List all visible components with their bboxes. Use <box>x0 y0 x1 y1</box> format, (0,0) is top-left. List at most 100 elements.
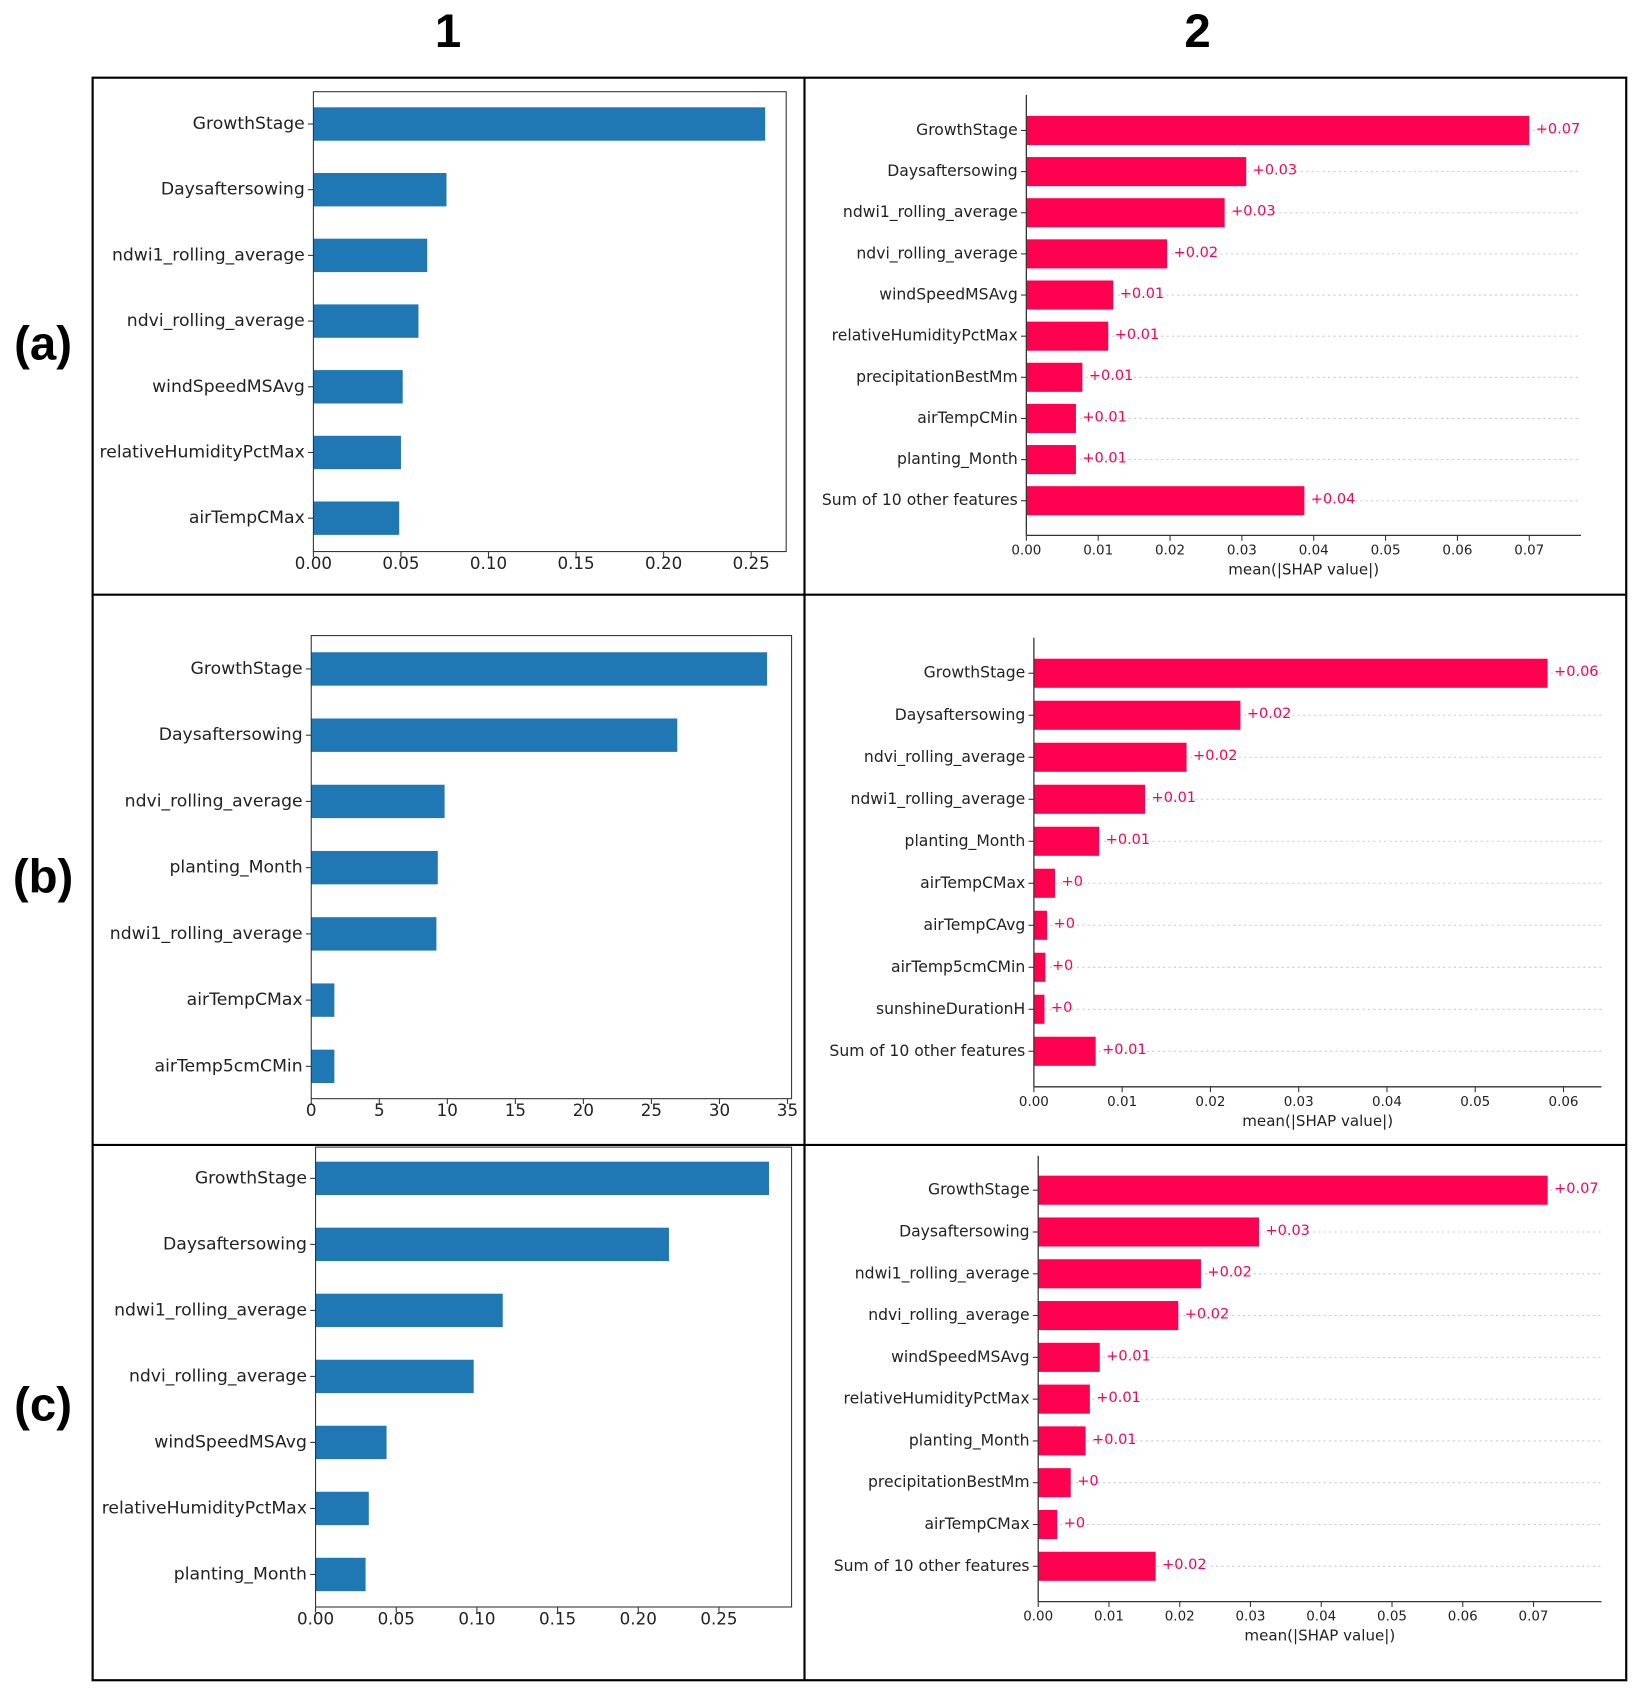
category-label: ndwi1_rolling_average <box>850 790 1025 809</box>
category-label: airTempCMax <box>187 990 303 1010</box>
category-label: windSpeedMSAvg <box>891 1348 1029 1366</box>
x-tick-label: 0.10 <box>470 554 507 573</box>
x-tick-label: 0.25 <box>733 554 770 573</box>
x-tick-label: 0.00 <box>297 1609 334 1628</box>
x-tick-label: 0.02 <box>1165 1610 1195 1625</box>
bar <box>1033 910 1048 940</box>
value-label: +0.01 <box>1096 1390 1140 1406</box>
row-label: (c) <box>14 1378 72 1431</box>
value-label: +0 <box>1062 874 1083 890</box>
category-label: airTempCAvg <box>924 916 1026 934</box>
bar <box>1038 1342 1100 1372</box>
x-tick-label: 0.07 <box>1519 1610 1549 1625</box>
value-label: +0.02 <box>1207 1265 1251 1281</box>
bar <box>1033 994 1045 1024</box>
plot-frame <box>310 635 793 1100</box>
x-tick-label: 0.05 <box>378 1609 415 1628</box>
value-label: +0.01 <box>1092 1432 1136 1448</box>
bar <box>1038 1551 1156 1581</box>
category-label: planting_Month <box>174 1564 307 1584</box>
category-label: ndwi1_rolling_average <box>114 1300 307 1320</box>
value-label: +0.02 <box>1185 1306 1229 1322</box>
x-tick-label: 0.00 <box>1023 1610 1053 1625</box>
x-tick-label: 5 <box>374 1101 385 1120</box>
x-tick-label: 0.05 <box>1377 1610 1407 1625</box>
x-tick-label: 0.04 <box>1372 1095 1402 1110</box>
category-label: GrowthStage <box>191 659 303 679</box>
category-label: planting_Month <box>905 832 1026 851</box>
bar <box>1038 1175 1548 1205</box>
bar <box>1026 321 1109 351</box>
x-tick-label: 0.03 <box>1284 1095 1314 1110</box>
x-tick-label: 0.02 <box>1155 543 1185 558</box>
category-label: relativeHumidityPctMax <box>102 1498 307 1518</box>
x-tick-label: 0.03 <box>1227 543 1257 558</box>
x-tick-label: 0.15 <box>557 554 594 573</box>
bar <box>1038 1259 1201 1289</box>
value-label: +0.01 <box>1106 832 1150 848</box>
value-label: +0 <box>1051 1000 1072 1016</box>
category-label: windSpeedMSAvg <box>879 286 1017 304</box>
bar <box>313 435 401 470</box>
x-tick-label: 0.03 <box>1236 1610 1266 1625</box>
category-label: planting_Month <box>909 1431 1030 1450</box>
bar <box>1033 868 1056 898</box>
bar <box>1033 952 1046 982</box>
category-label: planting_Month <box>169 858 302 878</box>
bar <box>315 1557 366 1592</box>
bar <box>1026 445 1076 475</box>
bar <box>1038 1468 1071 1498</box>
x-tick-label: 0.20 <box>645 554 682 573</box>
value-label: +0.02 <box>1247 706 1291 722</box>
bar <box>1033 658 1548 688</box>
value-label: +0 <box>1077 1474 1098 1490</box>
category-label: Sum of 10 other features <box>829 1042 1025 1060</box>
category-label: airTempCMin <box>917 409 1018 427</box>
column-label: 2 <box>1184 5 1210 58</box>
x-tick-label: 0.06 <box>1549 1095 1579 1110</box>
x-axis-label: mean(|SHAP value|) <box>1244 1627 1395 1645</box>
bar <box>1033 1036 1096 1066</box>
x-tick-label: 0.07 <box>1514 543 1544 558</box>
bar <box>1038 1217 1259 1247</box>
x-tick-label: 0.04 <box>1299 543 1329 558</box>
value-label: +0.02 <box>1193 748 1237 764</box>
category-label: airTempCMax <box>920 874 1025 892</box>
category-label: precipitationBestMm <box>856 368 1018 386</box>
row-label: (b) <box>13 851 74 904</box>
value-label: +0.01 <box>1102 1042 1146 1058</box>
bar <box>1026 239 1168 269</box>
bar <box>315 1425 387 1460</box>
x-tick-label: 15 <box>505 1101 526 1120</box>
bar <box>311 652 768 686</box>
category-label: ndvi_rolling_average <box>864 748 1025 767</box>
x-tick-label: 25 <box>641 1101 662 1120</box>
x-axis-label: mean(|SHAP value|) <box>1242 1112 1393 1130</box>
category-label: GrowthStage <box>924 664 1026 682</box>
bar <box>1026 403 1076 433</box>
value-label: +0.01 <box>1152 790 1196 806</box>
category-label: ndwi1_rolling_average <box>110 924 303 944</box>
x-tick-label: 0.00 <box>295 554 332 573</box>
bar <box>1026 362 1083 392</box>
value-label: +0.07 <box>1554 1181 1598 1197</box>
x-tick-label: 0.05 <box>382 554 419 573</box>
bar <box>315 1359 474 1394</box>
category-label: Sum of 10 other features <box>834 1557 1030 1575</box>
x-tick-label: 0.15 <box>539 1609 576 1628</box>
category-label: windSpeedMSAvg <box>154 1432 307 1452</box>
value-label: +0.02 <box>1174 245 1218 261</box>
bar <box>311 1049 335 1084</box>
category-label: airTempCMax <box>189 508 305 528</box>
bar <box>1026 280 1114 310</box>
bar <box>1038 1509 1058 1540</box>
bar <box>311 917 437 951</box>
x-tick-label: 0.04 <box>1306 1610 1336 1625</box>
category-label: Daysaftersowing <box>159 725 303 745</box>
bar <box>1038 1426 1086 1456</box>
value-label: +0.03 <box>1231 204 1275 220</box>
category-label: ndvi_rolling_average <box>856 244 1017 263</box>
bar <box>315 1227 669 1262</box>
category-label: Daysaftersowing <box>899 1222 1029 1240</box>
